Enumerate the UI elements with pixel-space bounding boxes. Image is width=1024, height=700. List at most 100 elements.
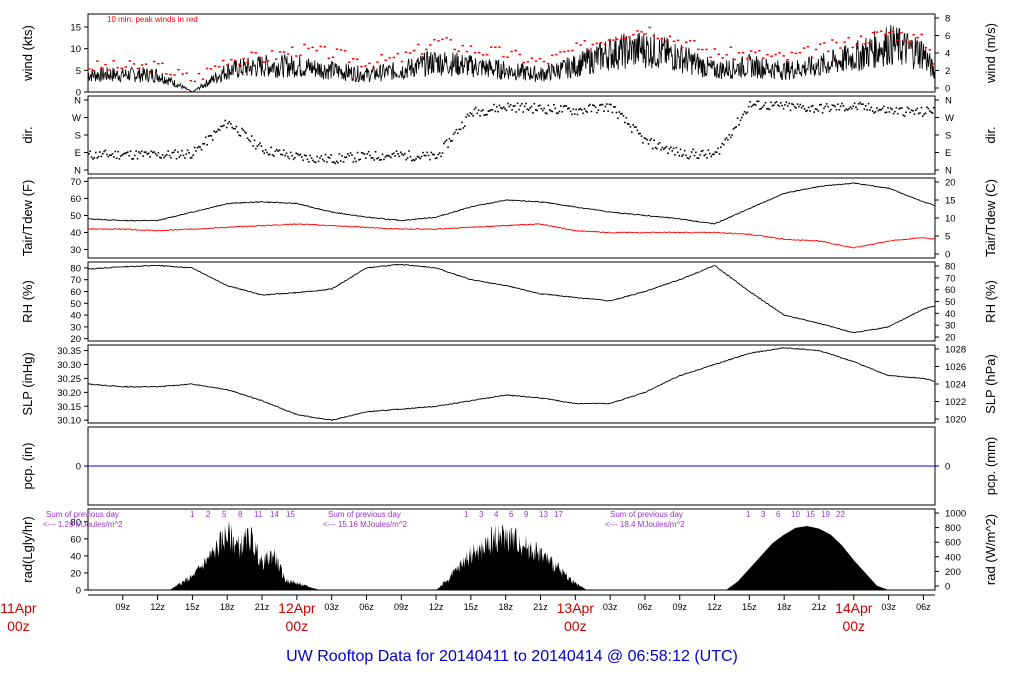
dir-point bbox=[672, 147, 675, 150]
dir-point bbox=[384, 156, 387, 158]
peak-wind-point bbox=[128, 60, 132, 62]
dir-point bbox=[282, 149, 285, 151]
x-tick-label: 03z bbox=[881, 602, 896, 612]
dir-point bbox=[344, 156, 346, 159]
dir-point bbox=[850, 107, 853, 110]
ytick-label-left: 80 bbox=[70, 263, 81, 274]
dir-point bbox=[846, 109, 849, 111]
dir-point bbox=[892, 112, 895, 115]
peak-wind-point bbox=[591, 43, 595, 46]
peak-wind-point bbox=[883, 33, 887, 36]
dir-point bbox=[612, 106, 615, 108]
rad-sum-heading: Sum of previous day bbox=[46, 510, 119, 519]
dir-point bbox=[732, 128, 735, 130]
dir-point bbox=[93, 156, 96, 159]
peak-wind-point bbox=[286, 53, 290, 55]
x-tick-label: 12z bbox=[707, 602, 722, 612]
peak-wind-point bbox=[680, 46, 684, 49]
dir-point bbox=[543, 107, 545, 110]
peak-wind-point bbox=[518, 53, 521, 56]
dir-point bbox=[873, 112, 875, 114]
dir-point bbox=[832, 104, 835, 107]
dir-point bbox=[821, 111, 824, 114]
peak-wind-point bbox=[546, 62, 550, 65]
dir-point bbox=[756, 100, 758, 103]
dir-point bbox=[206, 143, 208, 146]
ytick-label-right: 8 bbox=[945, 14, 950, 25]
ytick-label-right: 400 bbox=[945, 552, 961, 563]
dir-point bbox=[390, 156, 392, 159]
dir-point bbox=[715, 151, 718, 154]
dir-point bbox=[253, 139, 256, 142]
dir-point bbox=[416, 155, 419, 158]
dir-point bbox=[905, 111, 907, 114]
peak-wind-point bbox=[246, 61, 249, 64]
dir-point bbox=[419, 157, 421, 160]
peak-wind-point bbox=[303, 43, 306, 46]
dir-point bbox=[275, 148, 278, 151]
dir-point bbox=[294, 156, 296, 159]
rad-sum-value: <--- 18.4 MJoules/m^2 bbox=[605, 520, 685, 529]
dir-point bbox=[236, 131, 239, 134]
peak-wind-point bbox=[205, 67, 209, 70]
peak-wind-point bbox=[660, 38, 664, 40]
rad-hour-label: 9 bbox=[524, 510, 529, 519]
dir-point bbox=[100, 155, 103, 158]
peak-wind-point bbox=[745, 57, 749, 60]
dir-point bbox=[313, 161, 316, 163]
dir-point bbox=[101, 152, 104, 155]
peak-wind-point bbox=[262, 61, 266, 63]
dir-point bbox=[773, 104, 775, 106]
peak-wind-point bbox=[161, 62, 164, 65]
dir-point bbox=[482, 109, 484, 111]
peak-wind-point bbox=[640, 31, 643, 33]
dir-point bbox=[429, 158, 431, 161]
dir-point bbox=[916, 107, 919, 110]
peak-wind-point bbox=[904, 40, 907, 43]
dir-point bbox=[823, 107, 825, 110]
date-label: 14Apr bbox=[835, 600, 873, 616]
dir-point bbox=[255, 147, 257, 150]
plot-area bbox=[88, 520, 935, 590]
dir-point bbox=[296, 153, 299, 155]
dir-point bbox=[607, 110, 609, 112]
dir-point bbox=[763, 104, 765, 107]
dir-point bbox=[445, 139, 448, 141]
dir-point bbox=[734, 127, 736, 129]
dir-point bbox=[107, 155, 110, 158]
dir-point bbox=[204, 136, 207, 139]
dir-point bbox=[249, 140, 252, 143]
dir-point bbox=[590, 110, 593, 113]
peak-wind-point bbox=[855, 44, 859, 46]
dir-point bbox=[933, 106, 935, 109]
x-tick-label: 18z bbox=[220, 602, 235, 612]
dir-point bbox=[353, 157, 356, 160]
dir-point bbox=[289, 151, 292, 154]
peak-wind-point bbox=[863, 43, 867, 45]
dir-point bbox=[342, 161, 345, 163]
peak-wind-point bbox=[453, 48, 456, 51]
dir-point bbox=[106, 153, 108, 156]
dir-point bbox=[878, 108, 881, 111]
dir-point bbox=[863, 108, 866, 110]
dir-point bbox=[920, 106, 923, 109]
dir-point bbox=[448, 138, 451, 140]
dir-point bbox=[402, 154, 405, 156]
dir-point bbox=[220, 125, 222, 128]
ytick-label-left: W bbox=[72, 113, 81, 124]
dir-point bbox=[532, 112, 534, 114]
peak-wind-point bbox=[656, 37, 660, 40]
dir-point bbox=[699, 154, 701, 156]
ytick-label-left: 60 bbox=[70, 287, 81, 298]
dir-point bbox=[766, 108, 768, 110]
dir-point bbox=[515, 111, 518, 113]
dir-point bbox=[919, 112, 921, 114]
dir-point bbox=[565, 105, 568, 107]
peak-wind-point bbox=[932, 63, 935, 65]
dir-point bbox=[327, 156, 330, 159]
dir-point bbox=[548, 109, 551, 111]
ytick-label-left: 30.10 bbox=[57, 416, 81, 427]
dir-point bbox=[145, 151, 147, 153]
peak-wind-point bbox=[709, 56, 712, 59]
ylabel-left: pcp. (in) bbox=[20, 443, 35, 490]
